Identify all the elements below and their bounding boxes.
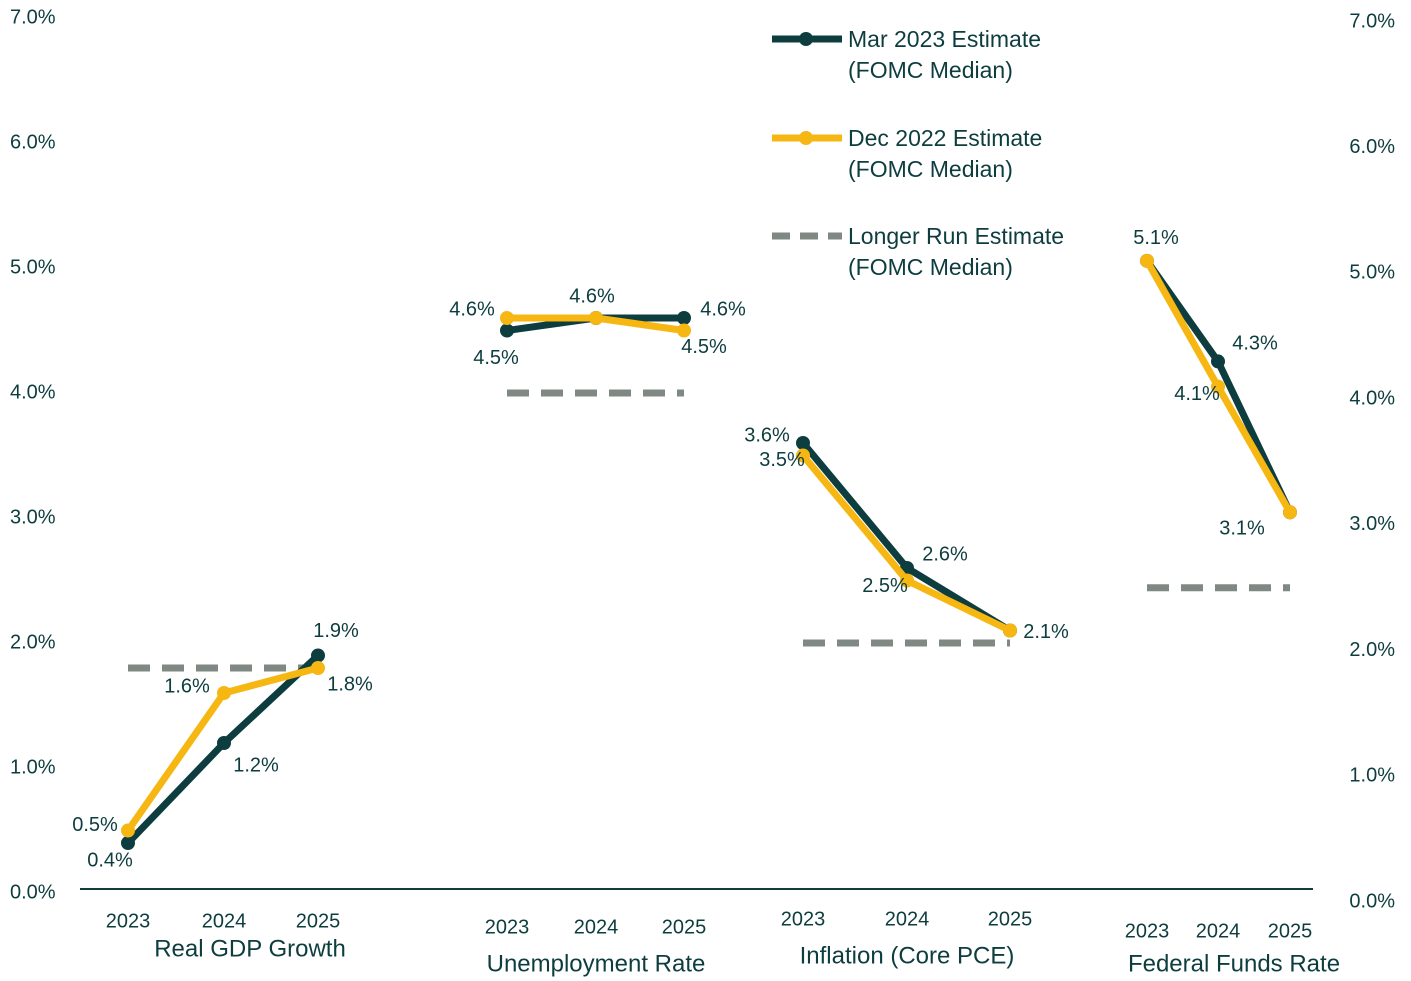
- y-tick-label: 7.0%: [10, 6, 56, 28]
- x-tick-label: 2024: [202, 910, 247, 932]
- legend-label: Mar 2023 Estimate (FOMC Median): [848, 26, 1042, 83]
- marker: [121, 823, 135, 838]
- y2-tick-label: 4.0%: [1349, 387, 1395, 409]
- y-tick-label: 1.0%: [10, 756, 56, 778]
- value-label: 0.5%: [72, 814, 118, 836]
- value-label: 4.6%: [700, 298, 746, 320]
- marker: [500, 311, 514, 325]
- marker: [121, 836, 135, 850]
- value-label: 5.1%: [1133, 227, 1179, 249]
- value-label: 1.9%: [313, 620, 359, 642]
- value-label: 1.6%: [164, 675, 210, 697]
- value-label: 2.1%: [1023, 621, 1069, 643]
- value-label: 4.6%: [569, 285, 615, 307]
- series-line: [800, 440, 1012, 634]
- y2-tick-label: 0.0%: [1349, 890, 1395, 912]
- value-label: 2.6%: [922, 543, 968, 565]
- x-tick-label: 2024: [1196, 920, 1241, 942]
- y2-tick-label: 1.0%: [1349, 765, 1395, 787]
- marker: [500, 323, 514, 338]
- marker: [589, 311, 603, 325]
- value-label: 3.6%: [744, 424, 790, 446]
- marker: [311, 661, 325, 675]
- legend-marker: [799, 32, 813, 46]
- x-tick-label: 2023: [781, 908, 826, 930]
- value-label: 4.5%: [473, 347, 519, 369]
- group-label: Real GDP Growth: [154, 935, 346, 962]
- y2-tick-label: 7.0%: [1349, 10, 1395, 32]
- marker: [1211, 379, 1225, 394]
- marker: [1283, 505, 1297, 520]
- marker: [796, 436, 810, 450]
- legend-label: Dec 2022 Estimate (FOMC Median): [848, 125, 1043, 182]
- x-tick-label: 2024: [885, 908, 930, 930]
- x-tick-label: 2025: [296, 910, 341, 932]
- y2-tick-label: 3.0%: [1349, 513, 1395, 535]
- y2-tick-label: 6.0%: [1349, 136, 1395, 158]
- x-tick-label: 2023: [106, 910, 151, 932]
- y2-tick-label: 5.0%: [1349, 262, 1395, 284]
- marker: [677, 311, 691, 325]
- x-tick-label: 2023: [1125, 920, 1170, 942]
- y-tick-label: 0.0%: [10, 881, 56, 903]
- marker: [217, 686, 231, 700]
- group-label: Inflation (Core PCE): [800, 942, 1015, 969]
- value-label: 4.3%: [1232, 333, 1278, 355]
- marker: [1003, 623, 1017, 638]
- y-tick-label: 4.0%: [10, 381, 56, 403]
- x-tick-label: 2025: [1268, 920, 1313, 942]
- marker: [1140, 253, 1154, 268]
- marker: [311, 648, 325, 663]
- y-tick-label: 6.0%: [10, 131, 56, 153]
- y2-tick-label: 2.0%: [1349, 639, 1395, 661]
- y-tick-label: 5.0%: [10, 256, 56, 278]
- y-tick-label: 2.0%: [10, 631, 56, 653]
- x-tick-label: 2025: [662, 916, 707, 938]
- value-label: 4.6%: [449, 298, 495, 320]
- marker: [1211, 354, 1225, 369]
- marker: [217, 736, 231, 750]
- value-label: 4.1%: [1174, 383, 1220, 405]
- marker: [900, 573, 914, 588]
- group-label: Unemployment Rate: [487, 950, 706, 977]
- value-label: 0.4%: [87, 849, 133, 871]
- value-label: 1.8%: [327, 673, 373, 695]
- legend-marker: [799, 131, 813, 145]
- legend-label: Longer Run Estimate (FOMC Median): [848, 223, 1065, 280]
- x-tick-label: 2023: [485, 916, 530, 938]
- x-tick-label: 2024: [574, 916, 619, 938]
- value-label: 3.5%: [759, 449, 805, 471]
- value-label: 1.2%: [233, 754, 279, 776]
- marker: [677, 323, 691, 338]
- marker: [796, 448, 810, 463]
- group-label: Federal Funds Rate: [1128, 950, 1340, 977]
- y-tick-label: 3.0%: [10, 506, 56, 528]
- value-label: 3.1%: [1219, 518, 1265, 540]
- value-label: 4.5%: [681, 336, 727, 358]
- value-label: 2.5%: [862, 575, 908, 597]
- x-tick-label: 2025: [988, 908, 1033, 930]
